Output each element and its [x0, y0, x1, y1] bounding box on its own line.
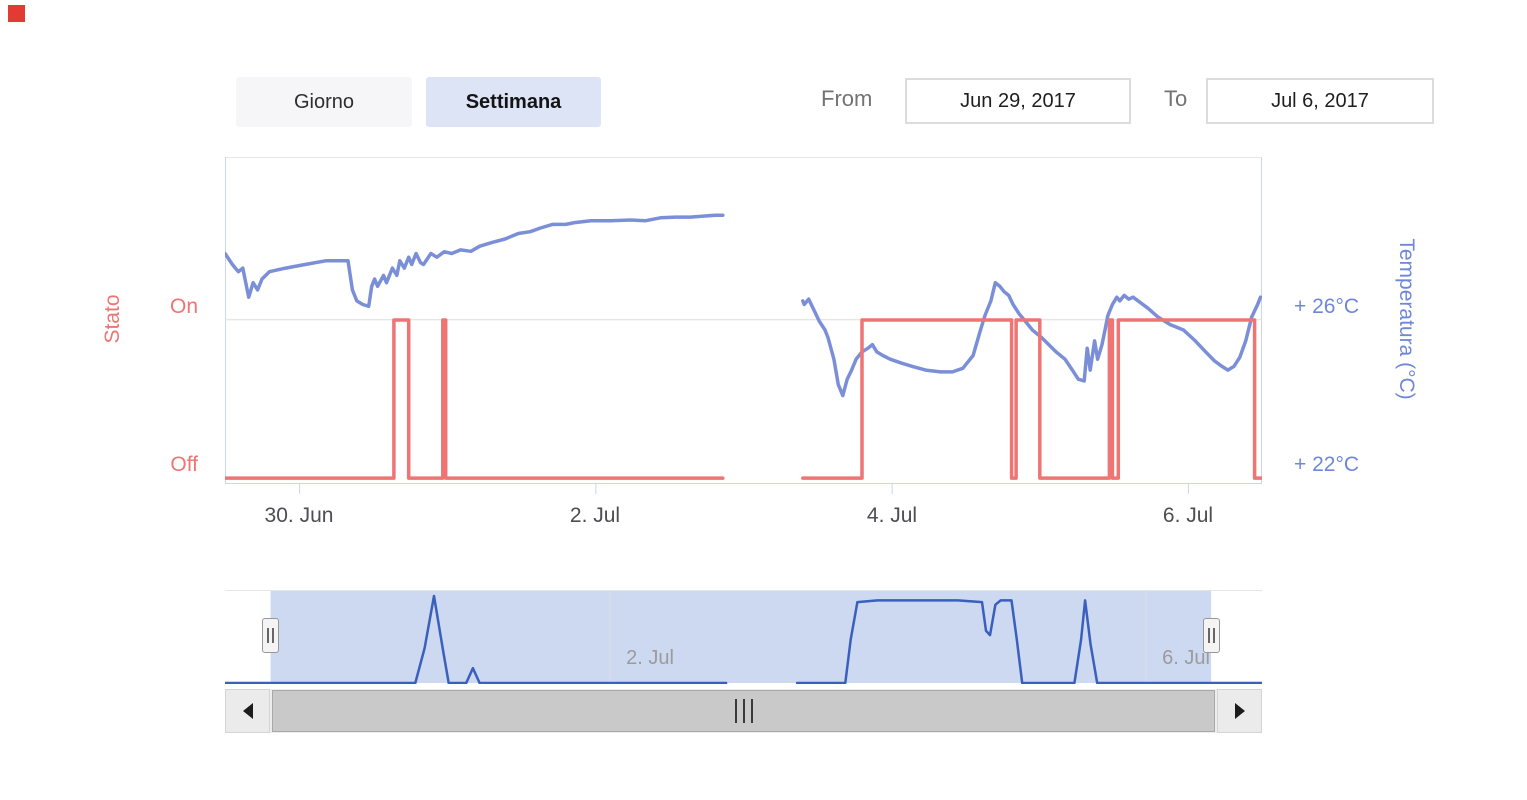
recording-marker: [8, 5, 25, 22]
y-right-axis-title: Temperatura (°C): [1395, 238, 1418, 400]
state-series: [225, 318, 1262, 480]
y-left-tick-on: On: [169, 295, 198, 318]
main-chart-plot[interactable]: [225, 157, 1262, 502]
period-button-settimana[interactable]: Settimana: [426, 77, 601, 127]
x-tick-label-2jul: 2. Jul: [569, 504, 621, 527]
navigator-left-handle[interactable]: [262, 618, 279, 653]
navigator-label-6jul: 6. Jul: [1162, 647, 1210, 669]
navigator-gridlines: [609, 591, 1147, 683]
thumb-grip-icon: [750, 699, 753, 723]
arrow-left-icon: [242, 703, 253, 719]
navigator-right-handle[interactable]: [1203, 618, 1220, 653]
period-button-giorno[interactable]: Giorno: [236, 77, 412, 127]
scrollbar-left-button[interactable]: [225, 689, 270, 733]
handle-grip-icon: [267, 628, 274, 643]
to-label: To: [1164, 86, 1188, 111]
handle-grip-icon: [1208, 628, 1215, 643]
x-tick-label-30jun: 30. Jun: [264, 504, 334, 527]
thumb-grip-icon: [742, 699, 745, 723]
from-label: From: [821, 86, 873, 111]
thumb-grip-icon: [734, 699, 737, 723]
y-right-tick-26: + 26°C: [1294, 295, 1360, 318]
y-right-tick-22: + 22°C: [1294, 453, 1360, 476]
scrollbar-right-button[interactable]: [1217, 689, 1262, 733]
x-tick-label-6jul: 6. Jul: [1162, 504, 1214, 527]
navigator[interactable]: [225, 590, 1262, 684]
period-button-settimana-label: Settimana: [465, 90, 562, 113]
y-left-axis-title: Stato: [101, 294, 124, 344]
navigator-series: [225, 594, 1262, 684]
to-date-input[interactable]: [1206, 78, 1434, 124]
x-axis-ticks: [299, 483, 1189, 494]
arrow-right-icon: [1234, 703, 1245, 719]
from-date-input[interactable]: [905, 78, 1131, 124]
x-tick-label-4jul: 4. Jul: [866, 504, 918, 527]
scrollbar-thumb[interactable]: [272, 690, 1215, 732]
navigator-label-2jul: 2. Jul: [626, 647, 674, 669]
period-button-giorno-label: Giorno: [293, 90, 355, 113]
y-left-tick-off: Off: [170, 453, 198, 476]
navigator-selection-mask[interactable]: [270, 591, 1212, 683]
temperature-series: [225, 213, 1262, 398]
